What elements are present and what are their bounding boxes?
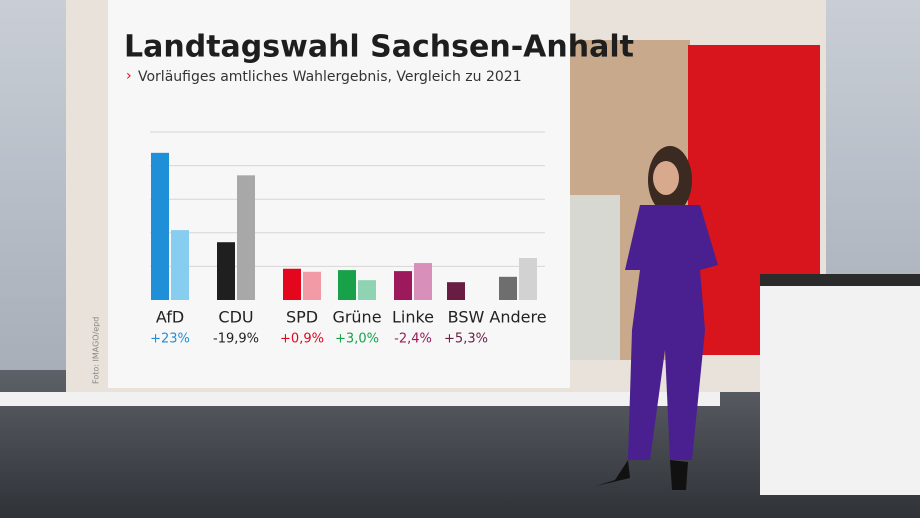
bar bbox=[447, 282, 465, 300]
bar bbox=[151, 152, 169, 300]
bar bbox=[414, 263, 432, 300]
bar bbox=[171, 230, 189, 300]
bar bbox=[394, 271, 412, 300]
bar bbox=[283, 268, 301, 300]
bar bbox=[217, 242, 235, 300]
bar bbox=[303, 271, 321, 300]
change-label: +3,0% bbox=[335, 332, 379, 347]
category-label: AfD bbox=[156, 308, 184, 327]
presenter bbox=[596, 146, 718, 490]
bar bbox=[358, 280, 376, 300]
category-label: BSW bbox=[448, 308, 485, 327]
category-label: Andere bbox=[489, 308, 546, 327]
desk-top bbox=[760, 274, 920, 286]
change-label: +23% bbox=[150, 332, 190, 347]
photo-credit: Foto: IMAGO/epd bbox=[92, 317, 101, 384]
subtitle-chevron: › bbox=[126, 68, 132, 84]
bar bbox=[237, 175, 255, 300]
plot: AfD +23% CDU -19,9% SPD +0,9% Grüne +3,0% Linke -… bbox=[150, 131, 547, 347]
category-label: Linke bbox=[392, 308, 434, 327]
change-label: -19,9% bbox=[213, 332, 259, 347]
bar bbox=[519, 258, 537, 300]
category-label: CDU bbox=[218, 308, 253, 327]
category-label: SPD bbox=[286, 308, 318, 327]
chart-subtitle: Vorläufiges amtliches Wahlergebnis, Verg… bbox=[138, 69, 522, 85]
change-label: -2,4% bbox=[394, 332, 432, 347]
change-label: +5,3% bbox=[444, 332, 488, 347]
desk bbox=[760, 280, 920, 495]
chart-panel bbox=[108, 0, 570, 388]
bar bbox=[499, 276, 517, 300]
category-label: Grüne bbox=[332, 308, 381, 327]
wall-edge bbox=[0, 392, 720, 406]
bar bbox=[338, 270, 356, 300]
change-label: +0,9% bbox=[280, 332, 324, 347]
ballot-box bbox=[565, 195, 620, 360]
chart-title: Landtagswahl Sachsen-Anhalt bbox=[124, 30, 634, 65]
